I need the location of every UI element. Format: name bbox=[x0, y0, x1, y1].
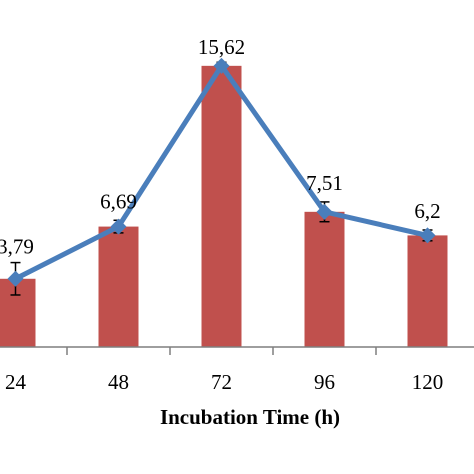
x-tick-label-96: 96 bbox=[314, 370, 335, 394]
bar-72 bbox=[201, 65, 242, 347]
x-tick-label-120: 120 bbox=[412, 370, 444, 394]
data-label-24: 3,79 bbox=[0, 235, 34, 259]
x-axis-title: Incubation Time (h) bbox=[160, 405, 340, 429]
data-label-96: 7,51 bbox=[306, 171, 343, 195]
bar-120 bbox=[407, 235, 448, 347]
bar-48 bbox=[98, 226, 139, 347]
bars-layer bbox=[0, 65, 448, 347]
bar-96 bbox=[304, 211, 345, 347]
line-point-96 bbox=[316, 203, 333, 220]
data-label-120: 6,2 bbox=[414, 199, 440, 223]
x-tick-label-72: 72 bbox=[211, 370, 232, 394]
x-tick-label-48: 48 bbox=[108, 370, 129, 394]
line-point-120 bbox=[419, 227, 436, 244]
line-point-24 bbox=[7, 270, 24, 287]
data-labels: 3,79 6,69 15,62 7,51 6,2 bbox=[0, 35, 441, 258]
line-point-48 bbox=[110, 218, 127, 235]
x-tick-label-24: 24 bbox=[5, 370, 27, 394]
data-label-72: 15,62 bbox=[198, 35, 245, 59]
line-layer bbox=[7, 57, 436, 287]
x-axis: 24 48 72 96 120 bbox=[0, 346, 474, 394]
line-point-72 bbox=[213, 57, 230, 74]
bar-24 bbox=[0, 278, 36, 347]
data-label-48: 6,69 bbox=[100, 189, 137, 213]
